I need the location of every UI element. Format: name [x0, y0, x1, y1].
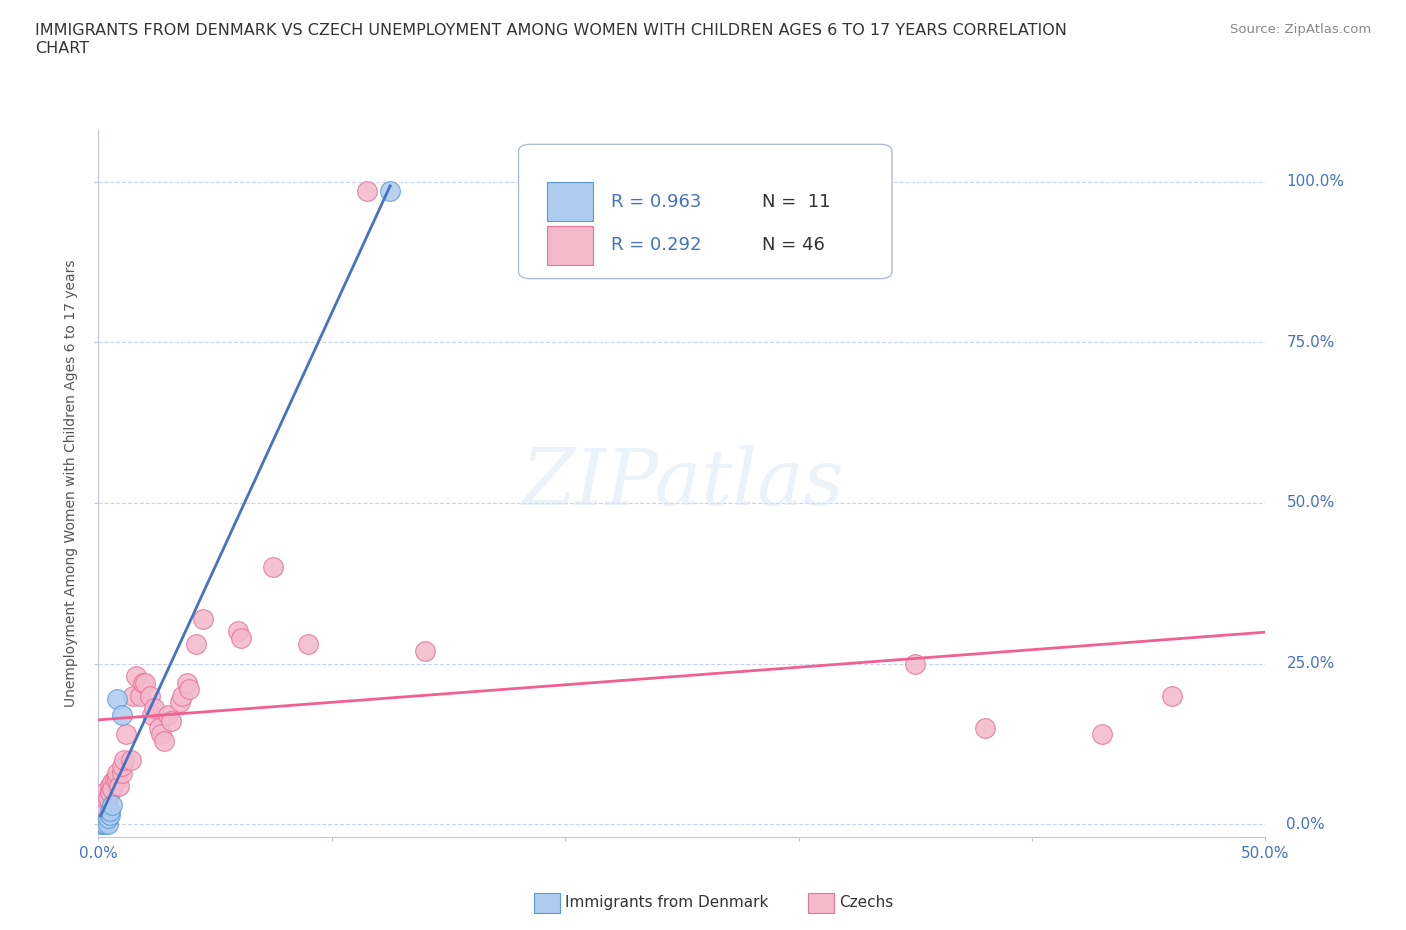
Point [98, 778, 121, 793]
Point [101, 781, 124, 796]
Text: R = 0.963: R = 0.963 [610, 193, 702, 211]
Text: 100.0%: 100.0% [1286, 174, 1344, 189]
Text: ZIPatlas: ZIPatlas [520, 445, 844, 522]
Point [125, 669, 148, 684]
Point [413, 644, 436, 658]
Point [193, 611, 215, 626]
Point [98, 785, 121, 800]
Point [97, 817, 120, 831]
Point [108, 778, 131, 793]
Point [228, 624, 250, 639]
Point [229, 631, 252, 645]
Point [262, 560, 284, 575]
Point [115, 726, 138, 741]
Point [148, 721, 170, 736]
Point [111, 708, 134, 723]
Point [132, 675, 155, 690]
Point [101, 797, 124, 812]
Point [105, 691, 128, 706]
Text: 25.0%: 25.0% [1286, 656, 1334, 671]
Point [105, 772, 128, 787]
Point [974, 721, 997, 736]
FancyBboxPatch shape [547, 226, 593, 264]
Text: 50.0%: 50.0% [1286, 496, 1334, 511]
Point [1091, 726, 1114, 741]
Point [94, 817, 117, 831]
Point [104, 772, 127, 787]
Point [152, 733, 174, 748]
Text: Source: ZipAtlas.com: Source: ZipAtlas.com [1230, 23, 1371, 36]
Point [141, 708, 163, 723]
Point [129, 688, 152, 703]
Text: 75.0%: 75.0% [1286, 335, 1334, 350]
Point [179, 682, 201, 697]
Point [90, 817, 112, 831]
Point [378, 184, 402, 199]
Point [150, 726, 173, 741]
Point [176, 675, 198, 690]
Text: Czechs: Czechs [839, 895, 894, 910]
Point [111, 759, 134, 774]
Text: Immigrants from Denmark: Immigrants from Denmark [565, 895, 769, 910]
Point [94, 785, 117, 800]
Text: 0.0%: 0.0% [1286, 817, 1326, 831]
Point [1161, 688, 1184, 703]
Text: N =  11: N = 11 [762, 193, 831, 211]
Point [134, 675, 156, 690]
Point [159, 714, 181, 729]
Point [139, 688, 162, 703]
Text: IMMIGRANTS FROM DENMARK VS CZECH UNEMPLOYMENT AMONG WOMEN WITH CHILDREN AGES 6 T: IMMIGRANTS FROM DENMARK VS CZECH UNEMPLO… [35, 23, 1067, 56]
Point [111, 765, 134, 780]
Text: R = 0.292: R = 0.292 [610, 236, 702, 254]
Point [120, 752, 142, 767]
Point [143, 701, 166, 716]
Text: N = 46: N = 46 [762, 236, 825, 254]
Point [98, 807, 121, 822]
Point [94, 791, 117, 806]
Point [157, 708, 180, 723]
Point [112, 752, 135, 767]
Point [297, 637, 319, 652]
Point [172, 688, 194, 703]
Point [98, 804, 121, 818]
Point [105, 765, 128, 780]
Point [122, 688, 145, 703]
Point [356, 184, 378, 199]
Y-axis label: Unemployment Among Women with Children Ages 6 to 17 years: Unemployment Among Women with Children A… [65, 259, 79, 708]
Point [97, 810, 120, 825]
Point [904, 656, 927, 671]
FancyBboxPatch shape [547, 182, 593, 221]
Point [91, 797, 114, 812]
Point [91, 817, 114, 831]
Point [97, 791, 120, 806]
Point [101, 775, 124, 790]
Point [186, 637, 208, 652]
FancyBboxPatch shape [519, 144, 891, 279]
Point [169, 695, 191, 710]
